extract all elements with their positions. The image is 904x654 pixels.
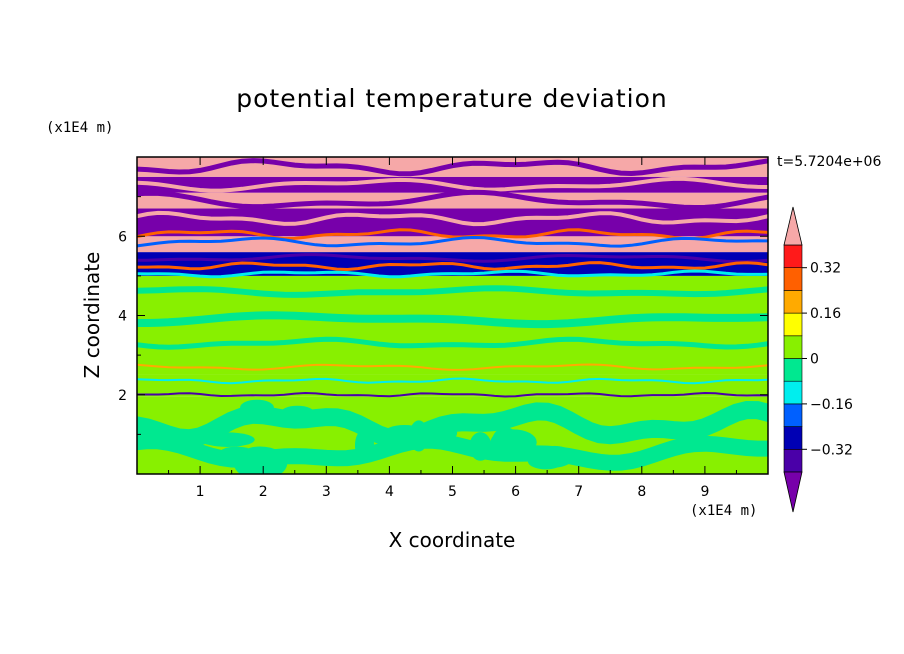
texture-streak	[137, 336, 768, 350]
x-axis-ticks: 1 2 3 4 5 6 7 8 9	[168, 157, 737, 500]
y-axis-ticks: 2 4 6	[118, 196, 768, 435]
colorbar: 0.32 0.16 0 −0.16 −0.32	[783, 206, 853, 513]
texture-streak	[137, 311, 768, 329]
colorbar-segment	[783, 426, 803, 450]
x-axis-label: X coordinate	[0, 528, 904, 552]
texture-streak	[137, 176, 768, 193]
texture-blob	[436, 424, 458, 441]
y-tick-label: 2	[118, 388, 127, 404]
colorbar-tick-label: −0.16	[810, 397, 853, 413]
colorbar-tick-label: 0.16	[810, 306, 841, 322]
plot-area	[137, 157, 768, 474]
texture-blob	[469, 432, 492, 461]
colorbar-segment	[783, 267, 803, 291]
colorbar-tick-label: 0.32	[810, 261, 841, 277]
y-tick-label: 4	[118, 309, 127, 325]
texture-streak	[137, 235, 768, 248]
texture-streak	[137, 363, 768, 371]
colorbar-segment	[783, 380, 803, 405]
texture-blob	[219, 446, 254, 459]
colorbar-segment	[783, 403, 803, 427]
texture-streak	[137, 391, 768, 398]
texture-streak	[137, 269, 768, 279]
x-tick-label: 9	[700, 484, 709, 500]
colorbar-tick-label: −0.32	[810, 442, 853, 458]
texture-streak	[137, 261, 768, 272]
x-tick-label: 6	[511, 484, 520, 500]
colorbar-tick-label: 0	[810, 352, 819, 368]
time-label: t=5.7204e+06	[777, 154, 882, 170]
chart-title: potential temperature deviation	[236, 84, 668, 113]
texture-blob	[490, 429, 537, 456]
x-axis-label-text: X coordinate	[388, 528, 516, 552]
texture-blob	[200, 432, 255, 447]
x-tick-label: 4	[385, 484, 394, 500]
colorbar-segment	[783, 358, 803, 382]
colorbar-segment	[783, 448, 803, 473]
texture-streak	[137, 228, 768, 241]
colorbar-arrow-top	[783, 206, 803, 246]
texture-streak	[137, 285, 768, 298]
y-axis-units: (x1E4 m)	[46, 120, 114, 136]
texture-blob	[280, 405, 315, 422]
texture-blob	[535, 445, 574, 468]
texture-blob	[383, 424, 427, 442]
colorbar-segment	[783, 312, 803, 337]
texture-streak	[137, 158, 768, 177]
y-tick-label: 6	[118, 229, 127, 245]
x-tick-label: 7	[574, 484, 583, 500]
texture-streak	[137, 210, 768, 227]
x-tick-label: 5	[448, 484, 457, 500]
texture-blob	[240, 399, 274, 416]
colorbar-segment	[783, 335, 803, 359]
texture-streak	[137, 189, 768, 211]
colorbar-segment	[783, 290, 803, 314]
x-tick-label: 8	[637, 484, 646, 500]
x-tick-label: 1	[196, 484, 205, 500]
x-tick-label: 2	[259, 484, 268, 500]
colorbar-arrow-bottom	[783, 471, 803, 513]
texture-streak	[137, 377, 768, 385]
texture-blob	[354, 429, 375, 462]
texture-streak	[137, 400, 768, 449]
texture-streak	[137, 253, 768, 264]
colorbar-segment	[783, 244, 803, 269]
x-axis-units: (x1E4 m)	[690, 503, 758, 519]
x-tick-label: 3	[322, 484, 331, 500]
